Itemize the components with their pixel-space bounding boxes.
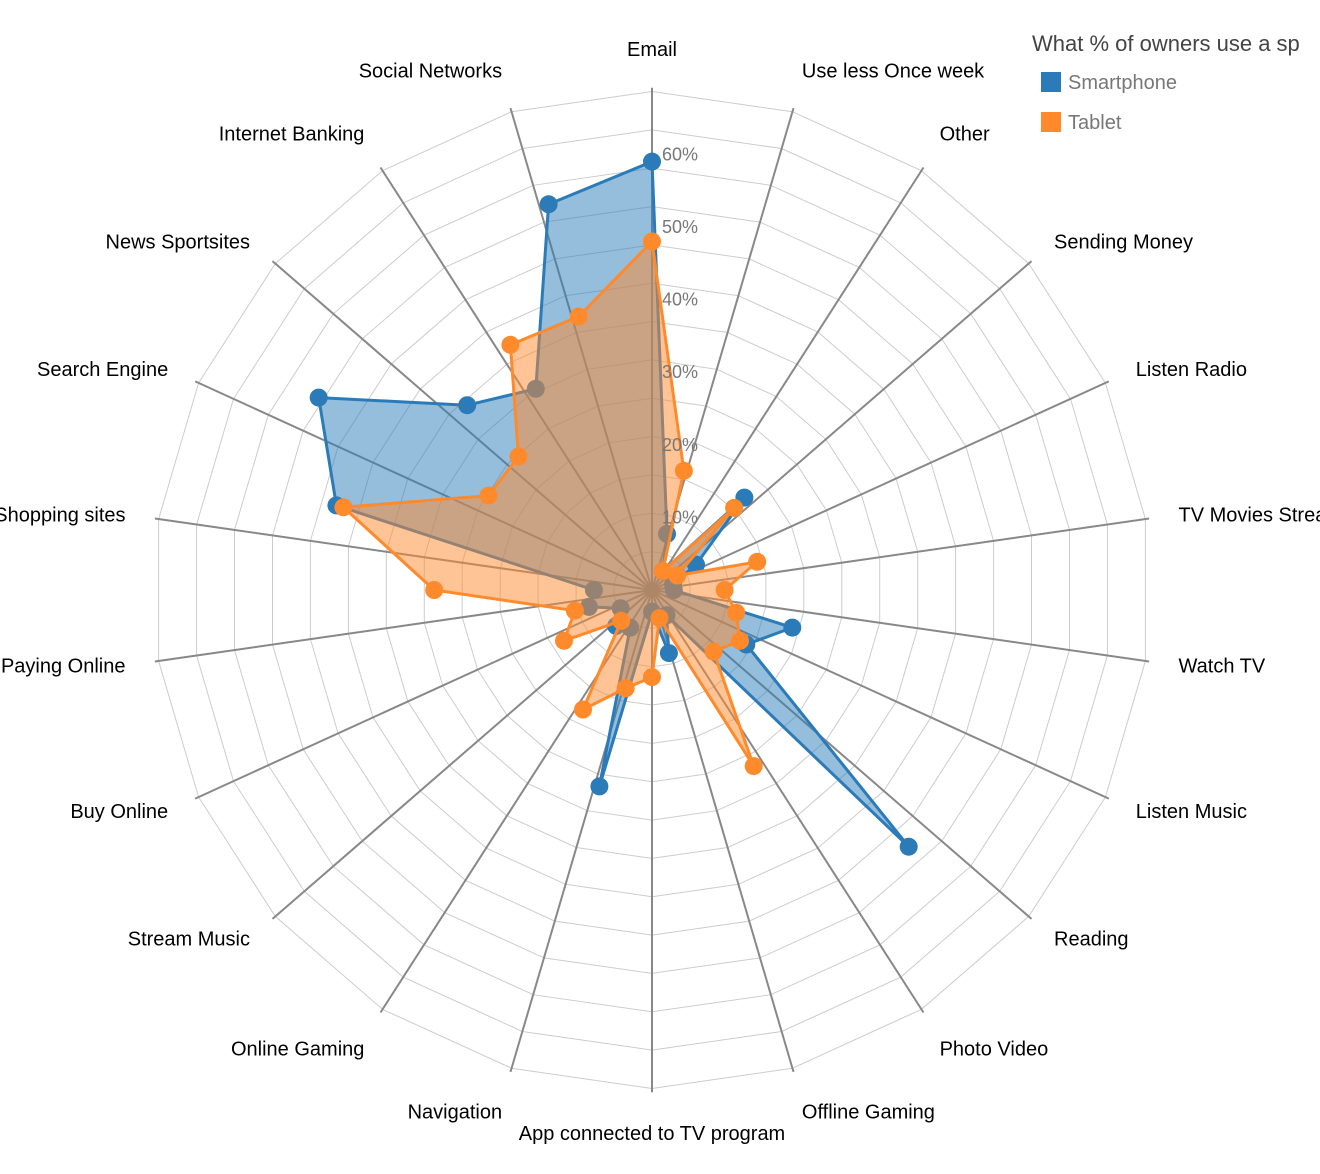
smartphone-point-14[interactable] [590, 777, 609, 796]
smartphone-point-21[interactable] [309, 388, 328, 407]
axis-line-15 [271, 589, 653, 920]
series-tablet [334, 232, 767, 776]
axis-label-7: Watch TV [1179, 656, 1266, 678]
series [309, 152, 918, 856]
tablet-point-24[interactable] [569, 307, 588, 326]
tablet-point-23[interactable] [501, 335, 520, 354]
tablet-point-22[interactable] [509, 447, 528, 466]
tablet-point-13[interactable] [643, 668, 661, 687]
axis-line-3 [651, 166, 925, 591]
tablet-point-8[interactable] [727, 603, 746, 622]
tablet-point-21[interactable] [479, 486, 498, 505]
tick-label-2: 20% [662, 435, 698, 455]
legend-label-smartphone: Smartphone [1068, 72, 1177, 94]
legend-title: What % of owners use a sp [1032, 31, 1300, 56]
axis-label-11: Offline Gaming [802, 1101, 935, 1123]
axis-label-9: Reading [1054, 928, 1129, 950]
legend-swatch-tablet [1041, 112, 1061, 132]
tablet-point-12[interactable] [650, 609, 669, 628]
axis-label-12: App connected to TV program [519, 1123, 785, 1145]
axis-label-16: Buy Online [70, 801, 168, 823]
tick-label-3: 30% [662, 362, 698, 382]
axis-label-19: Search Engine [37, 359, 168, 381]
legend-label-tablet: Tablet [1068, 112, 1122, 134]
tablet-point-17[interactable] [555, 631, 573, 650]
axis-line-7 [651, 589, 1150, 663]
tablet-point-3[interactable] [653, 562, 672, 581]
smartphone-point-1[interactable] [643, 152, 661, 171]
tablet-point-4[interactable] [725, 498, 744, 517]
axis-line-5 [651, 380, 1110, 591]
tablet-point-1[interactable] [643, 232, 661, 251]
tablet-point-2[interactable] [674, 461, 693, 480]
axis-label-14: Online Gaming [231, 1039, 364, 1061]
tablet-point-18[interactable] [565, 601, 584, 620]
smartphone-point-24[interactable] [539, 195, 558, 214]
smartphone-point-8[interactable] [783, 618, 802, 637]
tablet-point-9[interactable] [731, 631, 749, 650]
tick-label-5: 50% [662, 217, 698, 237]
axis-label-15: Stream Music [128, 928, 250, 950]
tablet-point-14[interactable] [616, 679, 635, 698]
tick-label-6: 60% [662, 144, 698, 164]
smartphone-point-10[interactable] [899, 837, 918, 856]
axis-label-5: Listen Radio [1136, 359, 1247, 381]
axis-label-3: Other [940, 124, 990, 146]
axis-label-17: Paying Online [1, 656, 126, 678]
tablet-point-19[interactable] [425, 581, 444, 599]
tablet-point-5[interactable] [668, 566, 687, 585]
legend: What % of owners use a sp Smartphone Tab… [1032, 31, 1300, 134]
tick-label-1: 10% [662, 507, 698, 527]
axis-label-20: News Sportsites [106, 232, 251, 254]
axis-label-4: Sending Money [1054, 232, 1193, 254]
tablet-point-7[interactable] [715, 581, 734, 599]
tablet-point-6[interactable] [748, 552, 767, 571]
axis-label-13: Navigation [408, 1101, 503, 1123]
tablet-point-15[interactable] [574, 700, 592, 719]
axis-line-11 [651, 589, 795, 1073]
axis-label-21: Internet Banking [219, 124, 365, 146]
axis-label-1: Email [627, 39, 677, 61]
axis-label-18: View Shopping sites [0, 504, 126, 526]
smartphone-point-22[interactable] [458, 396, 477, 415]
smartphone-point-12[interactable] [659, 644, 678, 663]
tablet-point-10[interactable] [704, 642, 723, 661]
axis-label-6: TV Movies Streaming [1179, 504, 1320, 526]
axis-labels: Email Use less Once week Other Sending Mone… [0, 39, 1320, 1145]
axis-label-10: Photo Video [940, 1039, 1049, 1061]
axis-label-8: Listen Music [1136, 801, 1247, 823]
axis-label-22: Social Networks [359, 61, 502, 83]
tablet-point-11[interactable] [744, 757, 763, 776]
tick-label-4: 40% [662, 290, 698, 310]
tick-labels: 10% 20% 30% 40% 50% 60% [662, 144, 698, 527]
legend-swatch-smartphone [1041, 72, 1061, 92]
tablet-point-16[interactable] [612, 611, 631, 630]
axis-label-2: Use less Once week [802, 61, 985, 83]
tablet-point-20[interactable] [334, 498, 353, 517]
